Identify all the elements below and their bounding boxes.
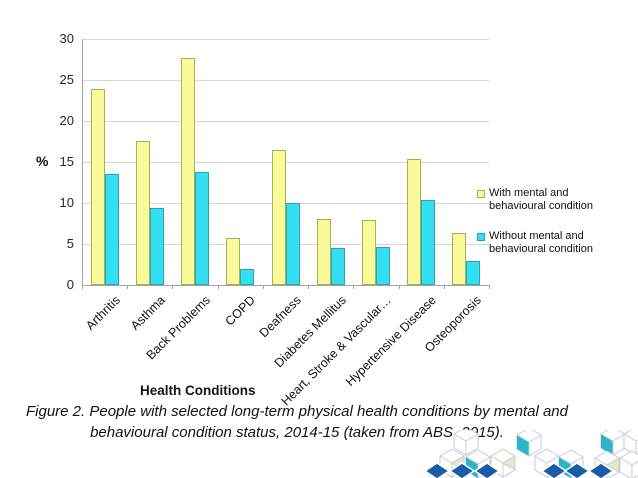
cube-edges [600, 433, 626, 455]
x-axis-line [82, 285, 490, 286]
legend-label: With mental and behavioural condition [489, 187, 593, 212]
cube-outline [619, 450, 638, 478]
bar-without-condition [466, 261, 481, 285]
y-axis-tick-label: 0 [66, 277, 74, 292]
diamond [473, 462, 501, 478]
chart-legend: With mental and behavioural condition Wit… [477, 187, 627, 273]
bar-without-condition [421, 199, 436, 285]
decorative-cubes-graphic [423, 430, 638, 478]
gridline [82, 39, 489, 40]
y-axis-tick-label: 15 [59, 154, 74, 169]
bar-with-condition [135, 140, 150, 285]
y-axis-tick-label: 5 [66, 236, 74, 251]
legend-item: With mental and behavioural condition [477, 187, 627, 213]
gridline [82, 121, 489, 122]
bar-with-condition [226, 238, 241, 285]
bar-with-condition [407, 158, 422, 285]
x-axis-tick-mark [262, 285, 264, 289]
bar-without-condition [149, 207, 164, 285]
bar-without-condition [195, 171, 210, 285]
legend-marker-without-icon [477, 233, 485, 241]
bar-without-condition [375, 247, 390, 285]
y-axis-tick-label: 25 [59, 72, 74, 87]
x-axis-tick-mark [353, 285, 355, 289]
diamond [448, 462, 476, 478]
x-axis-tick-mark [398, 285, 400, 289]
bar-with-condition [90, 89, 105, 285]
figure-caption: Figure 2. People with selected long-term… [8, 401, 586, 443]
y-axis-line [82, 39, 83, 285]
bar-without-condition [330, 248, 345, 285]
x-axis-tick-mark [308, 285, 310, 289]
y-axis-tick-label: 10 [59, 195, 74, 210]
x-axis-tick-mark [489, 285, 490, 289]
bar-with-condition [361, 220, 376, 285]
legend-item: Without mental and behavioural condition [477, 230, 627, 256]
y-axis-title: % [36, 153, 49, 169]
diamond [587, 462, 615, 478]
x-axis-tick-mark [217, 285, 219, 289]
legend-marker-with-icon [477, 190, 485, 198]
cube-edges [619, 457, 638, 478]
y-axis-tick-label: 20 [59, 113, 74, 128]
figure-caption-line2: behavioural condition status, 2014-15 (t… [90, 424, 504, 441]
gridline [82, 162, 489, 163]
bar-with-condition [181, 57, 196, 285]
diamond [423, 462, 451, 478]
gridline [82, 80, 489, 81]
bar-without-condition [240, 268, 255, 285]
bar-with-condition [316, 218, 331, 285]
bar-without-condition [285, 203, 300, 285]
cube-edges [623, 433, 638, 455]
legend-label: Without mental and behavioural condition [489, 230, 593, 255]
bar-without-condition [104, 174, 119, 285]
bar-with-condition [452, 233, 467, 285]
x-axis-tick-mark [172, 285, 174, 289]
diamond [563, 462, 591, 478]
cube-edges [516, 434, 542, 456]
figure-caption-line1: Figure 2. People with selected long-term… [26, 403, 568, 420]
bar-with-condition [271, 149, 286, 285]
cube-edges [453, 433, 479, 455]
diamond [540, 462, 568, 478]
y-axis-tick-label: 30 [59, 31, 74, 46]
x-axis-tick-mark [82, 285, 83, 289]
x-axis-tick-mark [443, 285, 445, 289]
x-axis-title: Health Conditions [140, 383, 256, 398]
cube-edges [490, 455, 516, 477]
x-axis-tick-mark [127, 285, 129, 289]
